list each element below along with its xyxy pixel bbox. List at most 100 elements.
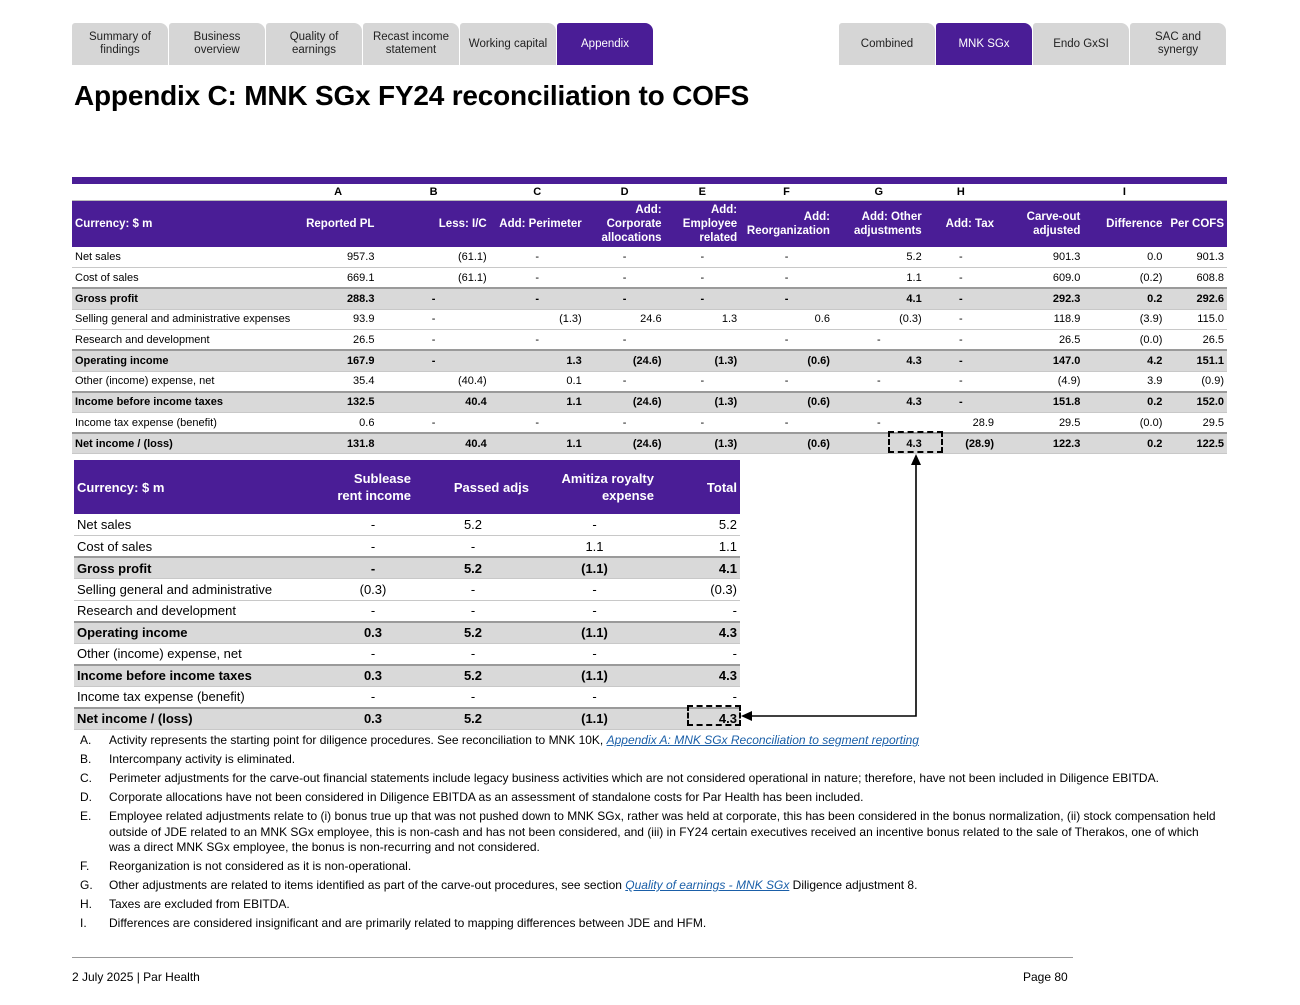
table-cell: - [924,390,998,413]
table-cell: (0.3) [657,578,740,601]
table-cell: 5.2 [414,514,532,536]
table-cell: - [740,287,833,310]
table-row: Income tax expense (benefit) 0.6- - - - - -28.… [72,412,1227,434]
footnote-link[interactable]: Appendix A: MNK SGx Reconciliation to se… [606,733,919,747]
table-row: Gross profit 288.3- - - - -4.1-292.3 0.2 292.6 [72,287,1227,310]
column-letter: H [924,184,998,201]
tab-combined[interactable]: Combined [839,23,935,65]
column-letter: C [489,184,585,201]
table-cell: - [740,412,833,434]
table-cell: - [664,287,741,310]
table-cell: - [664,412,741,434]
footnote: B. Intercompany activity is eliminated. [80,752,1220,768]
tab-sac-and-synergy[interactable]: SAC and synergy [1130,23,1226,65]
table-cell: - [740,247,833,269]
table-cell: - [924,309,998,331]
footnote-letter: F. [80,859,90,873]
table-cell: (61.1) [377,267,490,289]
table-cell: (24.6) [584,349,665,372]
table-cell: - [332,514,414,536]
tab-recast-income-statement[interactable]: Recast income statement [363,23,459,65]
row-label: Selling general and administrative expen… [72,309,299,331]
row-label: Net sales [72,247,299,269]
row-label: Net income / (loss) [72,432,299,455]
table-cell: - [584,329,665,351]
table-cell: 35.4 [298,371,378,393]
table-cell: - [414,643,532,665]
column-header-add-reorganization: Add: Reorganization [740,200,833,247]
table-cell: 5.2 [414,663,532,687]
footnote-text-wrap: Reorganization is not considered as it i… [109,859,411,875]
table-row: Net income / (loss) 0.3 5.2 (1.1) 4.3 [74,706,740,730]
table-cell: - [414,578,532,601]
table-cell: - [664,371,741,393]
footnote: H. Taxes are excluded from EBITDA. [80,897,1220,913]
table-cell: (1.1) [532,706,657,730]
column-letter: D [584,184,665,201]
footnote-text: Corporate allocations have not been cons… [109,790,864,804]
table-cell: - [924,267,998,289]
tab-business-overview[interactable]: Business overview [169,23,265,65]
table-cell: 288.3 [298,287,378,310]
table-cell: 122.3 [997,432,1084,455]
table-cell: (4.9) [997,371,1084,393]
row-label: Gross profit [74,556,332,579]
table-cell: - [924,371,998,393]
table-cell: 1.1 [489,390,585,413]
table-cell: (1.1) [532,620,657,644]
table-cell: 147.0 [997,349,1084,372]
column-header-currency-m: Currency: $ m [72,200,299,247]
table-cell: (0.6) [740,349,833,372]
row-label: Research and development [74,600,332,622]
table-cell: 0.0 [1083,247,1166,269]
column-header-less-i-c: Less: I/C [377,200,490,247]
footnote-letter: D. [80,790,92,804]
table-cell: - [924,287,998,310]
row-label: Operating income [74,620,332,644]
footnote-letter: A. [80,733,92,747]
column-header-per-cofs: Per COFS [1165,200,1227,247]
footnote-link[interactable]: Quality of earnings - MNK SGx [625,878,790,892]
table-cell: 4.1 [657,556,740,579]
footnote-text: Employee related adjustments relate to (… [109,809,1216,854]
table-cell: - [332,643,414,665]
row-label: Income before income taxes [74,663,332,687]
footnote: I. Differences are considered insignifica… [80,916,1220,932]
table-cell: - [657,600,740,622]
footnote-text-wrap: Differences are considered insignificant… [109,916,706,932]
footnote-text-wrap: Activity represents the starting point f… [109,733,919,749]
column-letter [72,184,299,201]
table-row: Cost of sales 669.1 (61.1) - - - -1.1-609.0 (0.… [72,267,1227,289]
column-header-add-corporate-allocations: Add: Corporate allocations [584,200,665,247]
tab-working-capital[interactable]: Working capital [460,23,556,65]
column-header-total: Total [657,460,740,514]
column-header-add-employee-related: Add: Employee related [664,200,741,247]
column-letter: G [832,184,925,201]
table-row: Operating income 167.9-1.3 (24.6) (1.3) (0.6… [72,349,1227,372]
highlight-box-sub [687,705,741,726]
footnote-text-wrap: Other adjustments are related to items i… [109,878,917,894]
row-label: Operating income [72,349,299,372]
table-cell: 5.2 [414,556,532,579]
footer-date-client: 2 July 2025 | Par Health [72,970,200,984]
tab-summary-of-findings[interactable]: Summary of findings [72,23,168,65]
footnote-text: Intercompany activity is eliminated. [109,752,296,766]
table-cell: (40.4) [377,371,490,393]
tab-endo-gxsi[interactable]: Endo GxSI [1033,23,1129,65]
table-row: Operating income 0.3 5.2 (1.1) 4.3 [74,620,740,644]
table-cell: 3.9 [1083,371,1166,393]
footnote-letter: G. [80,878,93,892]
table-cell: 901.3 [1165,247,1227,269]
table-cell: - [584,371,665,393]
table-cell: - [377,287,490,310]
table-cell: 29.5 [997,412,1084,434]
tab-mnk-sgx[interactable]: MNK SGx [936,23,1032,65]
tab-appendix[interactable]: Appendix [557,23,653,65]
tab-quality-of-earnings[interactable]: Quality of earnings [266,23,362,65]
table-row: Other (income) expense, net - - - - [74,643,740,665]
table-cell: 0.3 [332,663,414,687]
table-cell: - [532,578,657,601]
footnote: A. Activity represents the starting point… [80,733,1220,749]
row-label: Selling general and administrative [74,578,332,601]
table-cell: - [414,535,532,558]
